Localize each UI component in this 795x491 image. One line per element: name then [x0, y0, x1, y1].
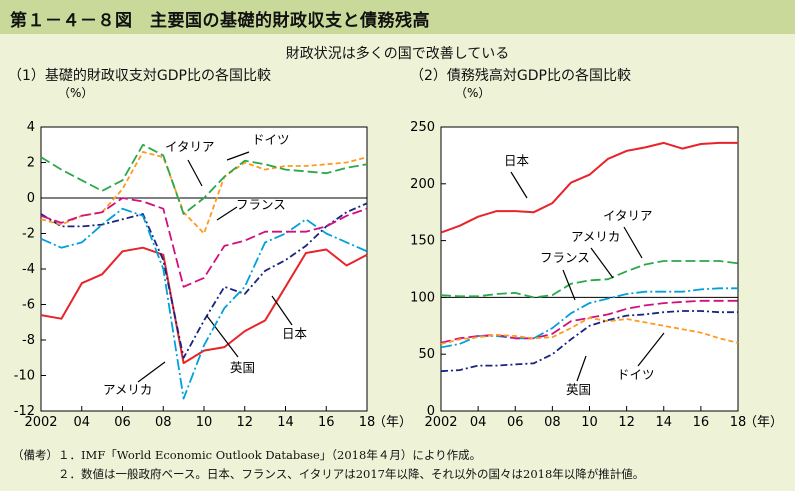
series-label-japan: 日本	[282, 326, 308, 341]
series-label-uk: 英国	[230, 360, 255, 375]
panel1-title: （1）基礎的財政収支対GDP比の各国比較	[8, 68, 271, 84]
y-tick-label: 200	[410, 177, 435, 192]
figure-subtitle: 財政状況は多くの国で改善している	[285, 46, 510, 62]
y-tick-label: -12	[14, 404, 35, 419]
annotation-pointer-uk	[206, 315, 239, 358]
x-tick-label: 12	[236, 415, 253, 430]
annotation-pointer-italy	[187, 159, 203, 187]
annotation-pointer-japan	[271, 295, 293, 326]
x-tick-label: 04	[470, 415, 487, 430]
x-tick-label: 10	[196, 415, 213, 430]
x-axis-unit: （年）	[744, 415, 783, 430]
note-2: ２．数値は一般政府ベース。日本、フランス、イタリアは2017年以降、それ以外の国…	[12, 467, 645, 481]
plot-area	[440, 126, 739, 412]
y-axis-unit: （%）	[58, 86, 93, 100]
y-tick-label: 4	[27, 120, 35, 135]
figure-title: 第１－４－８図 主要国の基礎的財政収支と債務残高	[10, 11, 430, 31]
y-axis-unit: （%）	[455, 86, 490, 100]
y-tick-label: 50	[418, 347, 435, 362]
figure-header: 第１－４－８図 主要国の基礎的財政収支と債務残高	[0, 0, 795, 34]
x-tick-label: 04	[73, 415, 90, 430]
series-label-usa: アメリカ	[103, 382, 152, 397]
series-label-japan: 日本	[504, 153, 530, 168]
y-tick-label: -4	[22, 262, 35, 277]
series-line-japan	[440, 141, 738, 234]
y-tick-label: 2	[27, 156, 35, 171]
x-tick-label: 06	[114, 415, 131, 430]
series-line-usa	[40, 207, 368, 400]
series-label-uk: 英国	[566, 382, 591, 397]
x-tick-label: 14	[655, 415, 672, 430]
x-tick-label: 14	[277, 415, 294, 430]
annotation-pointer-japan	[510, 171, 528, 199]
series-line-japan	[40, 246, 368, 365]
x-tick-label: 18	[730, 415, 747, 430]
series-label-usa: アメリカ	[571, 229, 620, 244]
series-line-italy	[40, 143, 368, 215]
figure-notes: （備考）１．IMF「World Economic Outlook Databas…	[12, 446, 644, 484]
annotation-pointer-france	[562, 269, 576, 301]
series-line-germany	[440, 316, 739, 345]
annotation-pointer-france	[216, 206, 238, 221]
y-tick-label: 100	[410, 290, 435, 305]
series-label-italy: イタリア	[165, 139, 215, 154]
y-tick-label: 0	[27, 191, 35, 206]
x-tick-label: 2002	[424, 415, 457, 430]
series-label-italy: イタリア	[603, 208, 653, 223]
x-tick-label: 2002	[24, 415, 57, 430]
y-tick-label: 150	[410, 234, 435, 249]
x-tick-label: 08	[544, 415, 561, 430]
annotation-pointer-usa	[590, 247, 614, 279]
x-tick-label: 16	[693, 415, 710, 430]
x-tick-label: 08	[155, 415, 172, 430]
series-line-italy	[440, 260, 739, 299]
x-tick-label: 16	[318, 415, 335, 430]
y-tick-label: 250	[410, 120, 435, 135]
series-line-uk	[440, 310, 738, 373]
x-tick-label: 18	[359, 415, 376, 430]
series-label-france: フランス	[540, 250, 590, 265]
x-tick-label: 10	[581, 415, 598, 430]
annotation-pointer-germany	[226, 151, 250, 161]
y-tick-label: -10	[14, 369, 35, 384]
plot-area	[40, 126, 368, 412]
series-label-germany: ドイツ	[252, 132, 290, 147]
y-tick-label: -6	[22, 298, 35, 313]
series-label-france: フランス	[236, 197, 286, 212]
series-label-germany: ドイツ	[617, 367, 655, 382]
series-line-usa	[440, 287, 738, 349]
y-tick-label: -8	[22, 333, 35, 348]
x-tick-label: 12	[618, 415, 635, 430]
x-tick-label: 06	[507, 415, 524, 430]
y-tick-label: 0	[427, 404, 435, 419]
series-line-france	[40, 197, 368, 288]
annotation-pointer-italy	[623, 226, 643, 259]
annotation-pointer-germany	[637, 332, 665, 367]
x-axis-unit: （年）	[373, 415, 412, 430]
note-1: （備考）１．IMF「World Economic Outlook Databas…	[12, 448, 482, 462]
y-tick-label: -2	[22, 227, 35, 242]
annotation-pointer-uk	[576, 355, 587, 382]
annotation-pointer-usa	[137, 361, 166, 383]
panel2-title: （2）債務残高対GDP比の各国比較	[410, 68, 631, 84]
